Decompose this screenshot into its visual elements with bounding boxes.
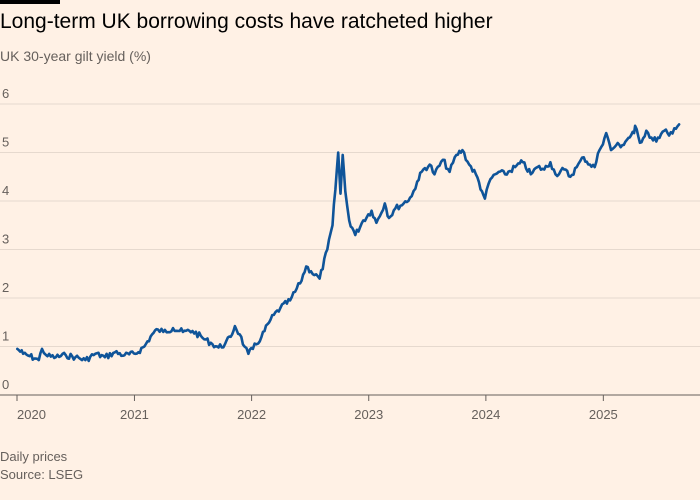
y-tick-label: 3 xyxy=(2,232,9,247)
x-tick-label: 2025 xyxy=(589,407,618,422)
y-tick-label: 1 xyxy=(2,329,9,344)
x-tick-label: 2021 xyxy=(120,407,149,422)
brand-bar xyxy=(0,0,60,4)
y-tick-label: 0 xyxy=(2,377,9,392)
y-tick-label: 4 xyxy=(2,183,9,198)
x-tick-label: 2022 xyxy=(237,407,266,422)
chart-title: Long-term UK borrowing costs have ratche… xyxy=(0,10,493,33)
y-axis: 0 1 2 3 4 5 6 xyxy=(2,86,9,392)
footnote: Daily prices xyxy=(0,449,68,464)
gridlines xyxy=(0,103,700,347)
chart-subtitle: UK 30-year gilt yield (%) xyxy=(0,48,151,64)
series-line xyxy=(16,123,681,363)
series xyxy=(16,123,681,363)
y-tick-label: 2 xyxy=(2,280,9,295)
chart-footer: Daily prices Source: LSEG xyxy=(0,448,83,484)
x-tick-label: 2023 xyxy=(354,407,383,422)
source: Source: LSEG xyxy=(0,467,84,482)
x-tick-label: 2020 xyxy=(17,407,46,422)
line-chart: 0 1 2 3 4 5 6 2020 2021 2022 2023 2024 2025 xyxy=(0,86,700,422)
y-tick-label: 6 xyxy=(2,86,9,101)
y-tick-label: 5 xyxy=(2,135,9,150)
x-tick-label: 2024 xyxy=(471,407,500,422)
x-axis: 2020 2021 2022 2023 2024 2025 xyxy=(0,394,700,422)
